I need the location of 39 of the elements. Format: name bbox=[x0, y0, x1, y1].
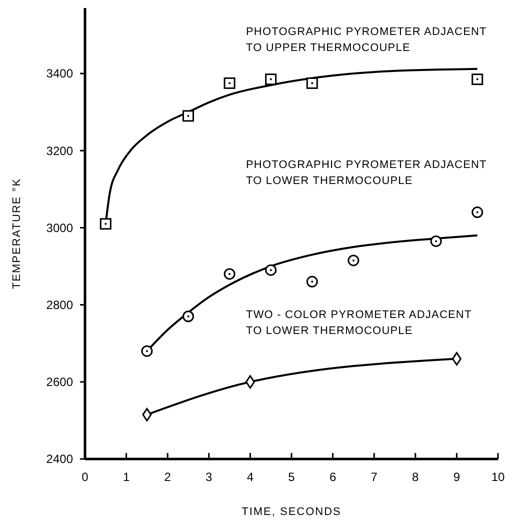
point bbox=[348, 254, 360, 266]
y-tick-label: 2800 bbox=[46, 298, 74, 312]
point bbox=[472, 206, 484, 218]
x-tick-label: 0 bbox=[82, 470, 89, 484]
point bbox=[142, 408, 152, 422]
point bbox=[224, 268, 236, 280]
point bbox=[224, 77, 236, 89]
point bbox=[245, 375, 255, 389]
annotation: PHOTOGRAPHIC PYROMETER ADJACENT TO UPPER THERMOCOUPLE bbox=[246, 26, 487, 54]
x-tick-label: 10 bbox=[491, 470, 505, 484]
point bbox=[472, 74, 484, 86]
x-axis-title: TIME, SECONDS bbox=[242, 506, 342, 518]
y-tick-label: 3000 bbox=[46, 220, 74, 235]
point bbox=[100, 218, 112, 230]
x-tick-label: 8 bbox=[412, 470, 420, 484]
x-tick-label: 3 bbox=[206, 470, 213, 484]
x-tick-label: 1 bbox=[122, 470, 130, 484]
y-tick-label: 2400 bbox=[46, 452, 74, 466]
point bbox=[430, 235, 442, 247]
point bbox=[306, 276, 318, 288]
point bbox=[265, 74, 277, 86]
point bbox=[182, 310, 194, 322]
x-tick-label: 7 bbox=[370, 470, 378, 484]
annotation: PHOTOGRAPHIC PYROMETER ADJACENT TO LOWER THERMOCOUPLE bbox=[246, 159, 487, 187]
point bbox=[141, 345, 153, 357]
y-tick-label: 3200 bbox=[46, 144, 74, 158]
point bbox=[265, 264, 277, 276]
annotation: TWO - COLOR PYROMETER ADJACENT TO LOWER THERMOCOUPLE bbox=[246, 309, 472, 337]
x-tick-label: 5 bbox=[288, 470, 296, 484]
point bbox=[182, 110, 194, 122]
x-tick-label: 9 bbox=[453, 470, 460, 484]
x-tick-label: 2 bbox=[164, 470, 172, 484]
x-tick-label: 6 bbox=[329, 470, 336, 484]
x-tick-label: 4 bbox=[246, 470, 254, 484]
y-tick-label: 3400 bbox=[46, 66, 74, 81]
y-tick-label: 2600 bbox=[46, 375, 74, 390]
point bbox=[306, 77, 318, 89]
point bbox=[452, 352, 462, 366]
y-axis-title: TEMPERATURE °K bbox=[11, 178, 23, 290]
